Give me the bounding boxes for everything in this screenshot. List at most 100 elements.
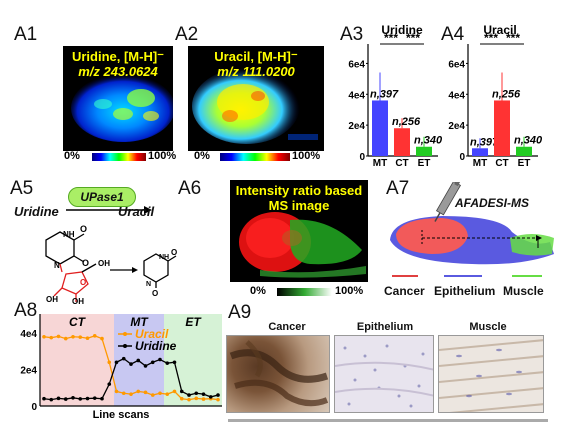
schematic-muscle-label: Muscle xyxy=(503,284,544,298)
n-label: n,340 xyxy=(414,135,443,147)
afadesi-label: AFADESI-MS xyxy=(455,196,530,210)
uridine-colorbar-min: 0% xyxy=(64,150,80,162)
series-point xyxy=(150,360,155,365)
n-label: n,256 xyxy=(392,116,421,128)
ratio-heatmap xyxy=(239,212,366,278)
svg-text:O: O xyxy=(80,224,87,234)
series-point xyxy=(114,389,119,394)
series-point xyxy=(49,335,54,340)
x-category-label: MT xyxy=(473,158,487,169)
legend-marker xyxy=(123,344,127,348)
uracil-colorbar-min: 0% xyxy=(194,150,210,162)
panel-label-a9: A9 xyxy=(228,302,252,323)
series-point xyxy=(150,393,155,397)
series-point xyxy=(71,334,75,339)
series-point xyxy=(187,397,191,402)
panel-label-a5: A5 xyxy=(10,178,34,199)
panel-label-a3: A3 xyxy=(340,24,364,45)
cancer-tissue-texture xyxy=(229,340,329,407)
uracil-colorbar-max: 100% xyxy=(292,150,321,162)
svg-text:OH: OH xyxy=(72,297,84,304)
epithelium-tissue-texture xyxy=(335,344,433,408)
series-point xyxy=(208,395,213,399)
series-point xyxy=(85,396,90,401)
svg-text:O: O xyxy=(171,248,177,257)
x-category-label: ET xyxy=(518,158,531,169)
series-point xyxy=(179,396,184,401)
svg-text:OH: OH xyxy=(98,259,110,268)
significance-marker: *** xyxy=(484,31,498,45)
panel-label-a1: A1 xyxy=(14,24,38,45)
upase1-enzyme-badge: UPase1 xyxy=(68,187,136,207)
series-point xyxy=(100,396,104,401)
series-point xyxy=(49,397,54,402)
figure-bottom-rule xyxy=(228,419,548,422)
series-point xyxy=(187,393,191,397)
y-tick-label: 4e4 xyxy=(348,90,365,101)
series-point xyxy=(201,392,206,396)
series-point xyxy=(194,396,199,401)
ratio-colorbar xyxy=(277,288,332,296)
series-point xyxy=(143,364,148,368)
series-point xyxy=(92,334,97,338)
conversion-arrow xyxy=(66,206,152,214)
series-point xyxy=(172,360,177,365)
svg-text:N: N xyxy=(54,261,60,270)
svg-text:OH: OH xyxy=(46,295,58,304)
bar xyxy=(372,100,388,156)
series-point xyxy=(194,391,199,396)
muscle-tissue-texture xyxy=(439,339,543,412)
bar xyxy=(416,146,432,156)
series-point xyxy=(114,360,119,365)
svg-text:O: O xyxy=(152,289,158,298)
svg-text:O: O xyxy=(80,278,86,287)
series-point xyxy=(143,390,148,395)
panel-label-a4: A4 xyxy=(441,24,465,45)
legend-label: Uracil xyxy=(135,327,169,341)
schematic-epithelium-label: Epithelium xyxy=(434,284,496,298)
uridine-ms-heatmap xyxy=(71,74,173,142)
series-point xyxy=(216,393,220,397)
y-tick-label: 2e4 xyxy=(448,121,465,132)
histology-cancer-image xyxy=(226,335,330,413)
svg-text:NH: NH xyxy=(63,230,75,239)
series-point xyxy=(121,391,126,396)
afadesi-schematic xyxy=(390,182,554,277)
region-label: ET xyxy=(185,315,202,329)
bar xyxy=(516,146,532,156)
bar xyxy=(494,100,510,156)
y-tick-label: 0 xyxy=(359,152,365,163)
y-tick-label: 2e4 xyxy=(348,121,365,132)
uridine-title-line1: Uridine, [M-H]⁻ xyxy=(71,49,165,64)
chemical-structures: O O NH N O OH OH OH O NH N O xyxy=(45,224,177,304)
series-point xyxy=(165,392,170,396)
n-label: n,340 xyxy=(514,135,543,147)
uridine-colorbar-max: 100% xyxy=(148,150,177,162)
n-label: n,256 xyxy=(492,88,521,100)
histology-muscle-label: Muscle xyxy=(469,321,507,333)
y-tick-label: 4e4 xyxy=(448,90,465,101)
histology-epithelium-image xyxy=(334,335,434,413)
uracil-mz-label: m/z 111.0200 xyxy=(217,64,295,79)
series-point xyxy=(201,397,206,401)
series-point xyxy=(71,396,75,400)
series-point xyxy=(92,396,97,400)
series-point xyxy=(107,382,112,386)
y-tick-label: 0 xyxy=(31,402,37,413)
region-label: MT xyxy=(130,315,149,329)
x-category-label: ET xyxy=(418,158,431,169)
series-point xyxy=(63,336,68,341)
ratio-title-line1: Intensity ratio based xyxy=(235,183,363,198)
svg-text:N: N xyxy=(146,281,151,288)
ratio-colorbar-min: 0% xyxy=(250,285,266,297)
svg-text:O: O xyxy=(82,258,89,268)
n-label: n,397 xyxy=(470,136,499,148)
series-point xyxy=(78,335,83,339)
x-category-label: CT xyxy=(395,158,408,169)
series-point xyxy=(136,358,141,363)
bar-chart-title: Uracil xyxy=(483,23,516,37)
panel-label-a7: A7 xyxy=(386,178,410,199)
series-point xyxy=(165,361,170,365)
svg-text:NH: NH xyxy=(159,254,169,261)
